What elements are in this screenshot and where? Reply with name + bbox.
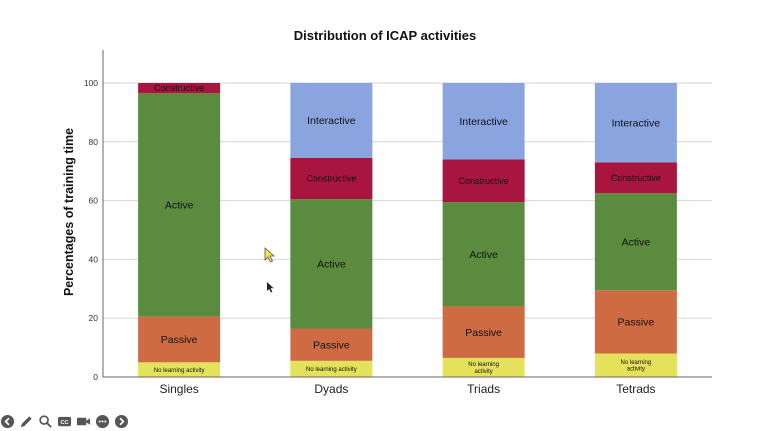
cursor-arrow-highlight-icon (264, 247, 276, 263)
segment-label-line: Active (469, 249, 498, 261)
bar-segment (442, 306, 525, 358)
back-icon[interactable] (0, 414, 15, 429)
bar-segment (442, 357, 525, 377)
bar-segment (290, 199, 373, 329)
segment-label: Constructive (459, 176, 509, 186)
bar-segment (594, 162, 677, 194)
segment-label: Interactive (459, 116, 508, 128)
segment-label-line: Constructive (611, 173, 661, 183)
cursor-arrow-icon (267, 282, 274, 293)
x-tick-label: Dyads (314, 382, 348, 396)
segment-label-line: Constructive (154, 83, 204, 93)
segment-label-line: Constructive (306, 174, 356, 184)
segment-label-line: No learning activity (154, 368, 205, 374)
bar-segment (138, 316, 221, 363)
segment-label: Passive (617, 317, 654, 329)
segment-label: Constructive (611, 173, 661, 183)
chart-title: Distribution of ICAP activities (294, 28, 477, 43)
segment-label-line: Active (165, 200, 194, 212)
y-tick-label: 100 (84, 78, 98, 88)
segment-label: Constructive (154, 83, 204, 93)
bar-segment (138, 362, 221, 377)
segment-label: No learning activity (621, 360, 652, 373)
x-tick-label: Singles (159, 382, 198, 396)
bar-segment (594, 353, 677, 377)
segment-label-line: Passive (313, 339, 350, 351)
segment-label-line: Interactive (459, 116, 508, 128)
segment-label: Interactive (612, 117, 661, 129)
bar-segment (442, 83, 525, 160)
segment-label-line: No learning activity (306, 367, 357, 373)
bar-segment (290, 157, 373, 200)
segment-label: Constructive (306, 174, 356, 184)
pencil-icon[interactable] (19, 414, 34, 429)
forward-icon[interactable] (114, 414, 129, 429)
bar-segment (290, 328, 373, 361)
segment-label-line: activity (627, 367, 645, 373)
bar-segment (290, 360, 373, 377)
segment-label: No learning activity (468, 362, 499, 375)
segment-label: Passive (465, 327, 502, 339)
segment-label: Active (622, 236, 651, 248)
segment-label-line: Passive (465, 327, 502, 339)
segment-label: Interactive (307, 115, 356, 127)
segment-label: Active (165, 200, 194, 212)
cc-icon[interactable]: CC (57, 414, 72, 429)
x-tick-label: Triads (467, 382, 500, 396)
bar-segment (442, 159, 525, 203)
segment-label: Active (317, 258, 346, 270)
segment-label-line: No learning (621, 360, 652, 366)
segment-label: Passive (313, 339, 350, 351)
y-tick-label: 60 (89, 196, 99, 206)
segment-label-line: activity (474, 369, 492, 375)
more-icon[interactable] (95, 414, 110, 429)
y-tick-labels: 0 20 40 60 80 100 (84, 78, 98, 382)
x-tick-labels: Singles Dyads Triads Tetrads (159, 382, 655, 396)
segment-label: No learning activity (154, 368, 205, 374)
segment-label-line: Constructive (459, 176, 509, 186)
segment-label: Passive (161, 334, 198, 346)
bars: No learning activity Passive Active Constru… (138, 83, 677, 377)
svg-text:CC: CC (60, 420, 68, 426)
segment-label-line: Passive (617, 317, 654, 329)
segment-label-line: Interactive (612, 117, 661, 129)
bar-segment (594, 290, 677, 354)
y-tick-label: 40 (89, 254, 99, 264)
bar-segment (138, 83, 221, 94)
bar-segment (594, 83, 677, 163)
y-tick-label: 80 (89, 137, 99, 147)
bar-segment (290, 83, 373, 158)
bar-segment (594, 193, 677, 291)
search-icon[interactable] (38, 414, 53, 429)
segment-label-line: Passive (161, 334, 198, 346)
segment-label-line: Interactive (307, 115, 356, 127)
y-axis-label: Percentages of training time (62, 128, 76, 296)
segment-label-line: Active (317, 258, 346, 270)
video-toolbar: CC (0, 412, 140, 431)
bar-segment (138, 93, 221, 317)
camera-icon[interactable] (76, 414, 91, 429)
segment-label: Active (469, 249, 498, 261)
y-tick-label: 0 (93, 372, 98, 382)
segment-label-line: No learning (468, 362, 499, 368)
segment-label-line: Active (622, 236, 651, 248)
x-tick-label: Tetrads (616, 382, 655, 396)
bar-segment (442, 202, 525, 307)
stacked-bar-chart: Distribution of ICAP activities Percenta… (62, 28, 712, 396)
y-tick-label: 20 (89, 313, 99, 323)
segment-label: No learning activity (306, 367, 357, 373)
